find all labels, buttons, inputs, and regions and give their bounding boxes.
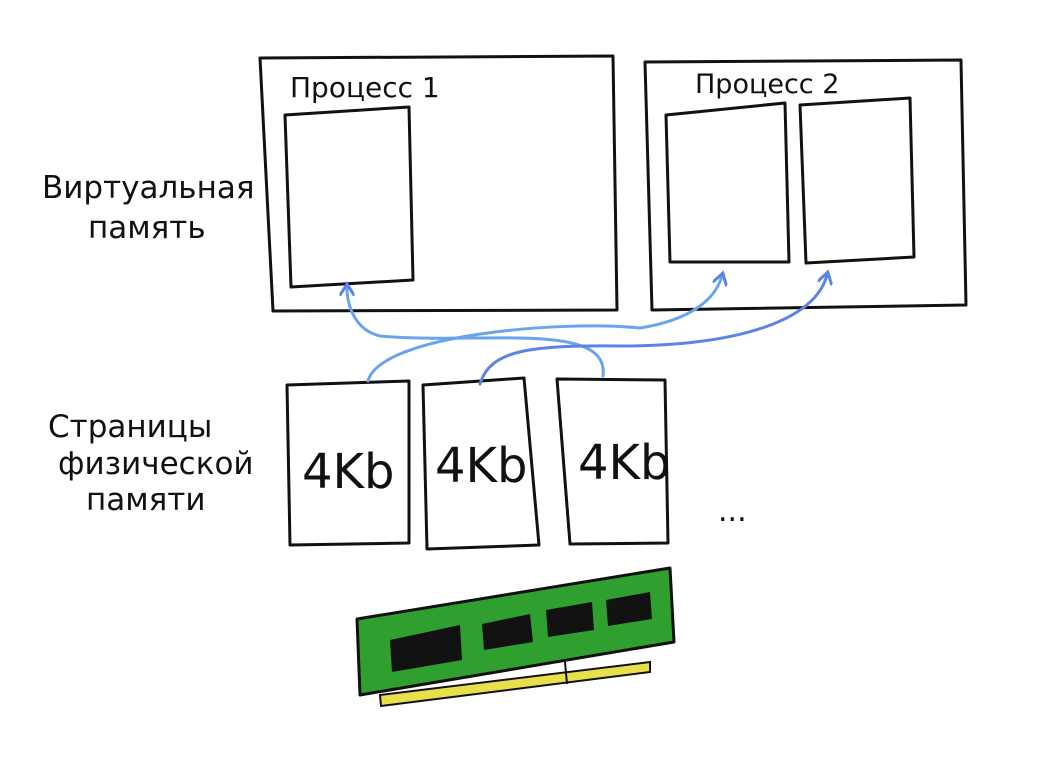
physical-page-2-size: 4Kb xyxy=(435,438,527,494)
arrow-page1-to-process2-page1 xyxy=(366,276,722,383)
physical-page-1-size: 4Kb xyxy=(302,444,394,500)
process-1-virtual-page xyxy=(283,105,415,289)
virtual-memory-label-line1: Виртуальная xyxy=(42,170,255,206)
physical-pages-label-line2: физической xyxy=(58,446,254,482)
process-1-title: Процесс 1 xyxy=(290,71,440,104)
physical-pages-label-line1: Страницы xyxy=(48,409,212,445)
physical-page-3: 4Kb xyxy=(555,377,670,546)
physical-page-3-size: 4Kb xyxy=(578,435,670,491)
physical-page-2: 4Kb xyxy=(421,376,541,551)
arrow-page2-to-process2-page2 xyxy=(478,275,827,386)
physical-pages-label-line3: памяти xyxy=(86,482,206,518)
virtual-memory-label-line2: память xyxy=(88,210,206,246)
arrow-page3-to-process1-page xyxy=(347,287,605,378)
process-1-box: Процесс 1 xyxy=(258,54,619,313)
physical-page-1: 4Kb xyxy=(285,379,411,547)
process-2-virtual-page-1 xyxy=(664,101,791,264)
process-2-virtual-page-2 xyxy=(798,96,916,265)
more-pages-ellipsis: ... xyxy=(718,494,747,529)
ram-module-icon xyxy=(355,566,676,708)
process-2-box: Процесс 2 xyxy=(643,58,968,312)
process-2-title: Процесс 2 xyxy=(695,69,839,100)
